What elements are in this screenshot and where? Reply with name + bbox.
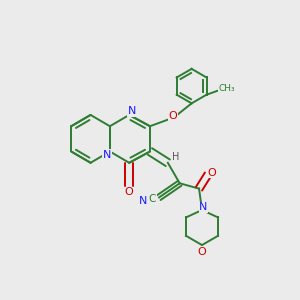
Text: O: O — [125, 187, 134, 197]
Text: N: N — [103, 150, 111, 160]
Text: N: N — [139, 196, 148, 206]
Text: O: O — [208, 168, 217, 178]
Text: O: O — [169, 111, 178, 122]
Text: H: H — [172, 152, 179, 162]
Text: O: O — [198, 247, 206, 256]
Text: N: N — [199, 202, 208, 212]
Text: CH₃: CH₃ — [218, 84, 235, 93]
Text: N: N — [128, 106, 136, 116]
Text: C: C — [149, 194, 156, 204]
